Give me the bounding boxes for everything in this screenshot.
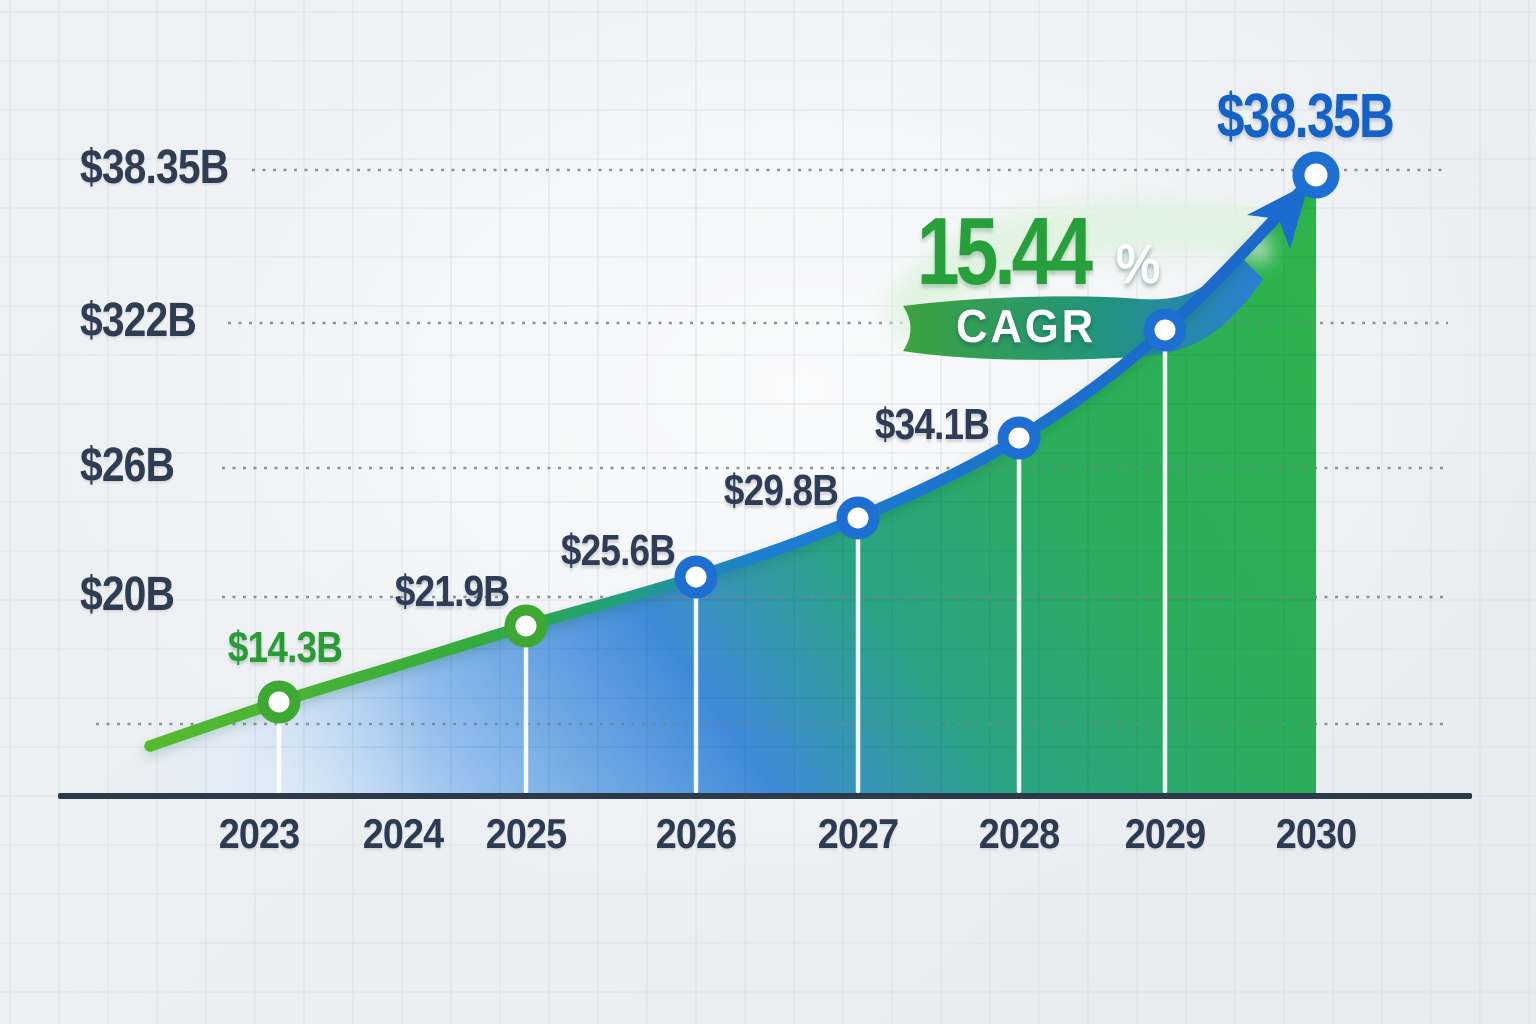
y-axis-label-3: $20B xyxy=(80,568,175,621)
y-axis-label-1: $322B xyxy=(80,294,197,347)
value-label-2023: $14.3B xyxy=(227,623,343,672)
cagr-caption: CAGR xyxy=(955,300,1097,352)
drop-lines xyxy=(276,343,1168,794)
x-axis-label-2030: 2030 xyxy=(1275,810,1357,857)
cagr-number: 15.44 xyxy=(916,198,1093,305)
y-axis-label-0: $38.35B xyxy=(80,141,229,194)
value-label-2027: $29.8B xyxy=(723,466,839,515)
cagr-glow xyxy=(885,197,1272,348)
value-label-2026: $25.6B xyxy=(560,526,676,575)
growth-line xyxy=(144,169,1322,752)
x-axis-label-2028: 2028 xyxy=(978,810,1060,857)
value-label-2028: $34.1B xyxy=(874,400,990,449)
x-axis-label-2024: 2024 xyxy=(362,810,444,857)
x-axis-label-2025: 2025 xyxy=(485,810,567,857)
end-value-callout: $38.35B xyxy=(1216,82,1395,151)
data-point-markers xyxy=(257,151,1340,724)
x-axis-label-2027: 2027 xyxy=(817,810,899,857)
trend-arrow-icon xyxy=(1247,183,1309,249)
x-axis-label-2023: 2023 xyxy=(218,810,300,857)
value-label-2025: $21.9B xyxy=(394,567,510,616)
cagr-percent-sign: % xyxy=(1115,232,1161,295)
gridlines-dashed xyxy=(96,168,1448,726)
x-axis-label-2029: 2029 xyxy=(1124,810,1206,857)
x-axis-line xyxy=(58,793,1472,799)
y-axis-label-2: $26B xyxy=(80,439,175,492)
x-axis-label-2026: 2026 xyxy=(655,810,737,857)
